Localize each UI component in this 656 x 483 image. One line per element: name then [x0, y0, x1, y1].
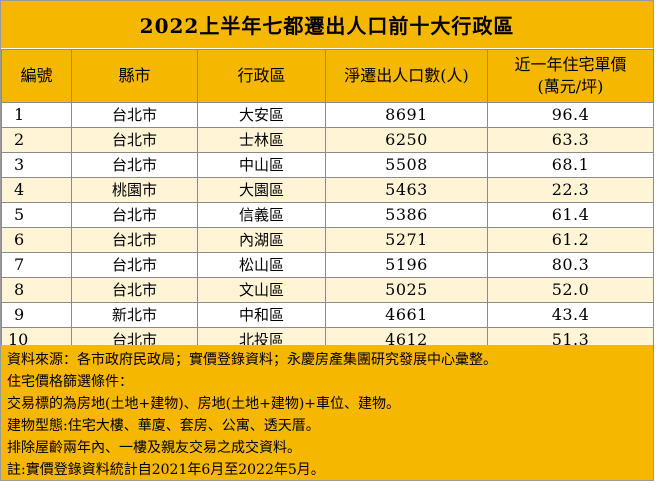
cell-city: 台北市: [71, 152, 198, 178]
ranking-table: 編號 縣市 行政區 淨遷出人口數(人) 近一年住宅單價 (萬元/坪) 1 台北市…: [1, 49, 654, 353]
cell-net-out: 4661: [325, 302, 488, 328]
cell-no: 5: [1, 202, 72, 228]
cell-no: 3: [1, 152, 72, 178]
cell-net-out: 5271: [325, 227, 488, 253]
cell-district: 大安區: [197, 102, 326, 128]
table-row: 1 台北市 大安區 8691 96.4: [1, 102, 654, 128]
cell-district: 大園區: [197, 177, 326, 203]
note-exclusions: 排除屋齡兩年內、一樓及親友交易之成交資料。: [7, 440, 301, 456]
cell-district: 信義區: [197, 202, 326, 228]
cell-city: 台北市: [71, 127, 198, 153]
cell-price: 22.3: [487, 177, 654, 203]
cell-district: 文山區: [197, 277, 326, 303]
table-row: 9 新北市 中和區 4661 43.4: [1, 302, 654, 328]
cell-city: 台北市: [71, 202, 198, 228]
cell-no: 7: [1, 252, 72, 278]
header-city: 縣市: [71, 49, 198, 103]
table-row: 5 台北市 信義區 5386 61.4: [1, 202, 654, 228]
cell-net-out: 5463: [325, 177, 488, 203]
cell-district: 士林區: [197, 127, 326, 153]
cell-price: 61.2: [487, 227, 654, 253]
cell-city: 台北市: [71, 227, 198, 253]
cell-district: 中和區: [197, 302, 326, 328]
cell-city: 台北市: [71, 102, 198, 128]
table-row: 3 台北市 中山區 5508 68.1: [1, 152, 654, 178]
cell-price: 61.4: [487, 202, 654, 228]
page-title: 2022上半年七都遷出人口前十大行政區: [1, 1, 653, 48]
table-row: 6 台北市 內湖區 5271 61.2: [1, 227, 654, 253]
cell-net-out: 5508: [325, 152, 488, 178]
header-price-line2: (萬元/坪): [537, 77, 604, 96]
cell-district: 中山區: [197, 152, 326, 178]
cell-no: 6: [1, 227, 72, 253]
note-building-type: 建物型態:住宅大樓、華廈、套房、公寓、透天厝。: [7, 418, 320, 434]
header-district: 行政區: [197, 49, 326, 103]
table-row: 7 台北市 松山區 5196 80.3: [1, 252, 654, 278]
cell-district: 內湖區: [197, 227, 326, 253]
cell-price: 68.1: [487, 152, 654, 178]
cell-no: 2: [1, 127, 72, 153]
cell-district: 松山區: [197, 252, 326, 278]
cell-no: 8: [1, 277, 72, 303]
header-price-line1: 近一年住宅單價: [514, 55, 627, 74]
cell-price: 96.4: [487, 102, 654, 128]
cell-no: 9: [1, 302, 72, 328]
note-criteria-heading: 住宅價格篩選條件：: [7, 374, 133, 390]
header-price: 近一年住宅單價 (萬元/坪): [487, 49, 654, 103]
header-net-out: 淨遷出人口數(人): [325, 49, 488, 103]
cell-no: 1: [1, 102, 72, 128]
cell-city: 桃園市: [71, 177, 198, 203]
header-no: 編號: [1, 49, 72, 103]
cell-city: 新北市: [71, 302, 198, 328]
cell-net-out: 5025: [325, 277, 488, 303]
table-row: 8 台北市 文山區 5025 52.0: [1, 277, 654, 303]
cell-price: 52.0: [487, 277, 654, 303]
note-source: 資料來源：各市政府民政局；實價登錄資料；永慶房產集團研究發展中心彙整。: [7, 352, 497, 368]
note-period: 註:實價登錄資料統計自2021年6月至2022年5月。: [7, 462, 325, 478]
table-row: 4 桃園市 大園區 5463 22.3: [1, 177, 654, 203]
cell-net-out: 5196: [325, 252, 488, 278]
footnotes: 資料來源：各市政府民政局；實價登錄資料；永慶房產集團研究發展中心彙整。 住宅價格…: [1, 345, 653, 480]
cell-city: 台北市: [71, 252, 198, 278]
cell-net-out: 5386: [325, 202, 488, 228]
table-header-row: 編號 縣市 行政區 淨遷出人口數(人) 近一年住宅單價 (萬元/坪): [1, 49, 654, 103]
cell-net-out: 6250: [325, 127, 488, 153]
cell-no: 4: [1, 177, 72, 203]
cell-price: 80.3: [487, 252, 654, 278]
cell-price: 63.3: [487, 127, 654, 153]
cell-net-out: 8691: [325, 102, 488, 128]
cell-price: 43.4: [487, 302, 654, 328]
table-row: 2 台北市 士林區 6250 63.3: [1, 127, 654, 153]
note-transaction-type: 交易標的為房地(土地+建物)、房地(土地+建物)+車位、建物。: [7, 396, 401, 412]
cell-city: 台北市: [71, 277, 198, 303]
